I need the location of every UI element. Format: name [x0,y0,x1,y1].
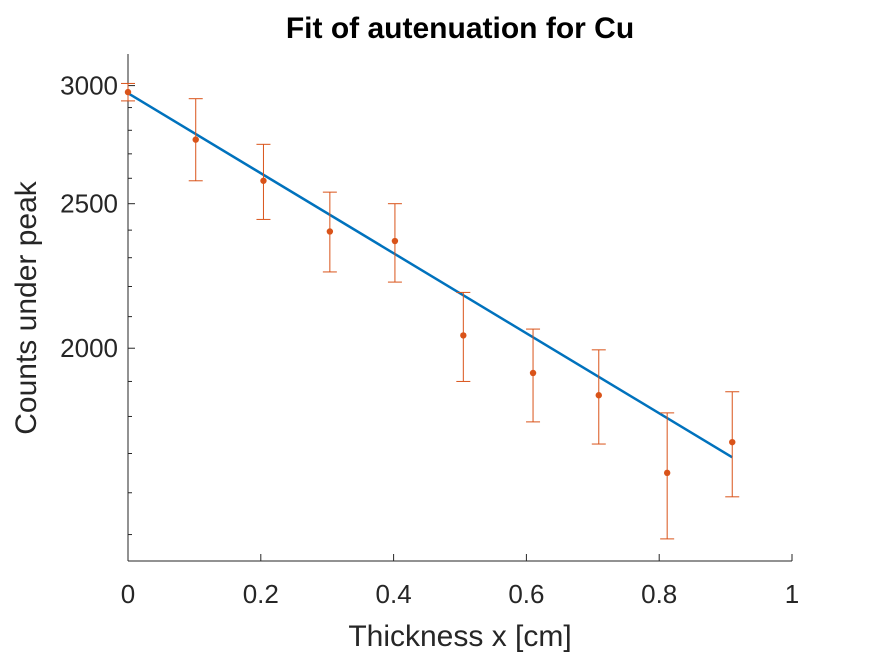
fit-line [127,92,733,459]
data-point [529,369,537,377]
x-tick-label: 0.4 [376,579,412,609]
data-point [192,136,199,143]
chart-title: Fit of autenuation for Cu [286,12,634,45]
axes [127,54,792,562]
x-tick-label: 1 [785,579,799,609]
data-point [391,237,399,245]
data-point [729,438,736,446]
data-points-group [121,82,740,540]
y-axis-label: Counts under peak [10,180,43,435]
x-tick-label: 0 [121,579,135,609]
data-point [260,177,267,184]
data-point [326,228,334,235]
x-tick-label: 0.6 [508,579,544,609]
x-ticks: 0 0.2 0.4 0.6 0.8 1 [121,554,799,609]
fit-line-group [127,92,733,459]
x-axis-label: Thickness x [cm] [348,620,571,653]
data-point [124,88,132,96]
y-tick-label: 2500 [60,189,118,219]
y-tick-label: 3000 [60,71,118,101]
data-point [663,469,671,477]
y-tick-label: 2000 [60,333,118,363]
y-ticks: 2000 2500 3000 [60,71,135,536]
data-point [595,392,602,399]
x-tick-label: 0.8 [641,579,677,609]
x-tick-label: 0.2 [243,579,279,609]
data-point [460,332,467,339]
